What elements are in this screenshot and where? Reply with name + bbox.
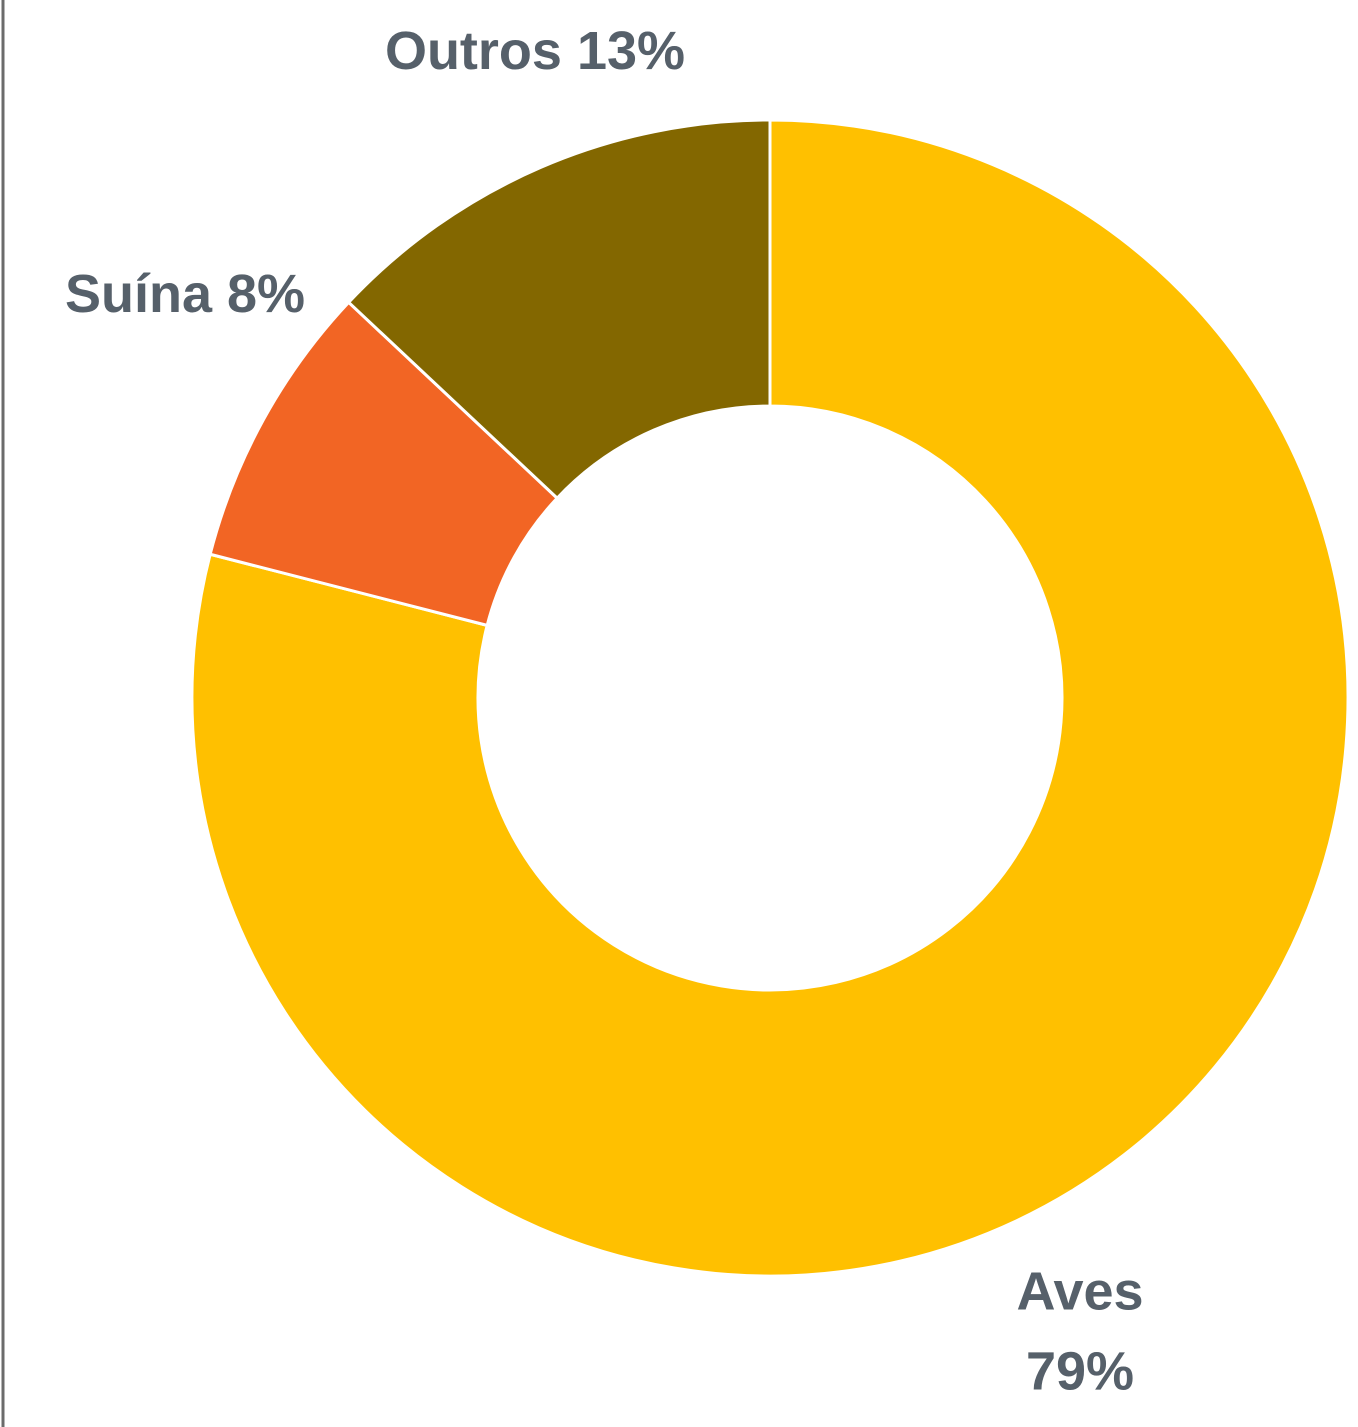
value-label: 8%	[227, 264, 305, 324]
donut-slice	[190, 118, 1350, 1278]
value-label: 13%	[577, 21, 685, 81]
category-label: Suína	[65, 264, 213, 324]
category-label: Outros	[385, 21, 562, 81]
category-label: Aves	[1016, 1261, 1143, 1321]
value-label: 79%	[1026, 1341, 1134, 1401]
data-label: Outros 13%	[385, 21, 685, 81]
donut-slice	[346, 118, 772, 501]
data-label: Suína 8%	[65, 264, 305, 324]
